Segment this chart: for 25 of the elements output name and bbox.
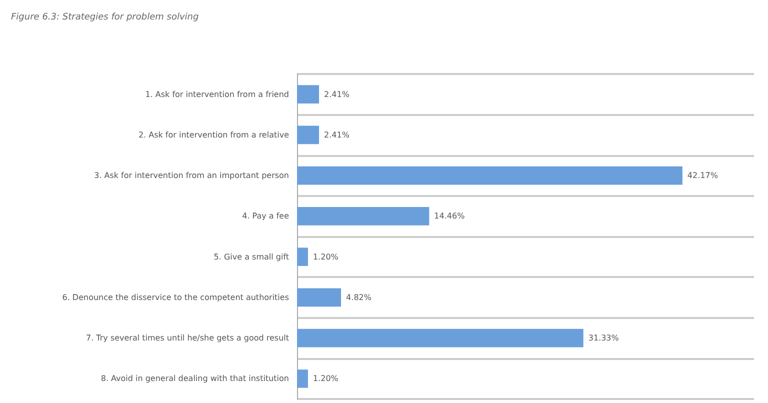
y-tick-label: 3. Ask for intervention from an important person xyxy=(94,171,289,180)
data-label: 1.20% xyxy=(312,252,339,262)
y-tick-label: 4. Pay a fee xyxy=(242,212,290,221)
data-label: 2.41% xyxy=(324,130,350,140)
bar xyxy=(297,85,320,104)
bar xyxy=(297,328,584,348)
y-tick-label: 2. Ask for intervention from a relative xyxy=(138,130,290,140)
bar xyxy=(297,288,342,307)
bar xyxy=(297,248,308,266)
y-tick-label: 6. Denounce the disservice to the competent authorities xyxy=(62,292,289,302)
data-label: 31.33% xyxy=(588,334,620,343)
bar xyxy=(297,370,308,388)
bar xyxy=(297,126,320,144)
text: Figure 6.3: Strategies for problem solving xyxy=(11,12,199,22)
data-label: 14.46% xyxy=(434,212,466,221)
bar xyxy=(297,207,430,226)
data-label: 2.41% xyxy=(324,90,350,99)
y-tick-label: 5. Give a small gift xyxy=(214,252,289,262)
data-label: 42.17% xyxy=(687,171,718,180)
bar xyxy=(297,166,682,185)
data-label: 4.82% xyxy=(346,292,372,302)
y-tick-label: 8. Avoid in general dealing with that institution xyxy=(100,374,289,384)
y-tick-label: 1. Ask for intervention from a friend xyxy=(145,90,289,99)
y-tick-label: 7. Try several times until he/she gets a good result xyxy=(86,334,289,343)
data-label: 1.20% xyxy=(312,374,339,384)
